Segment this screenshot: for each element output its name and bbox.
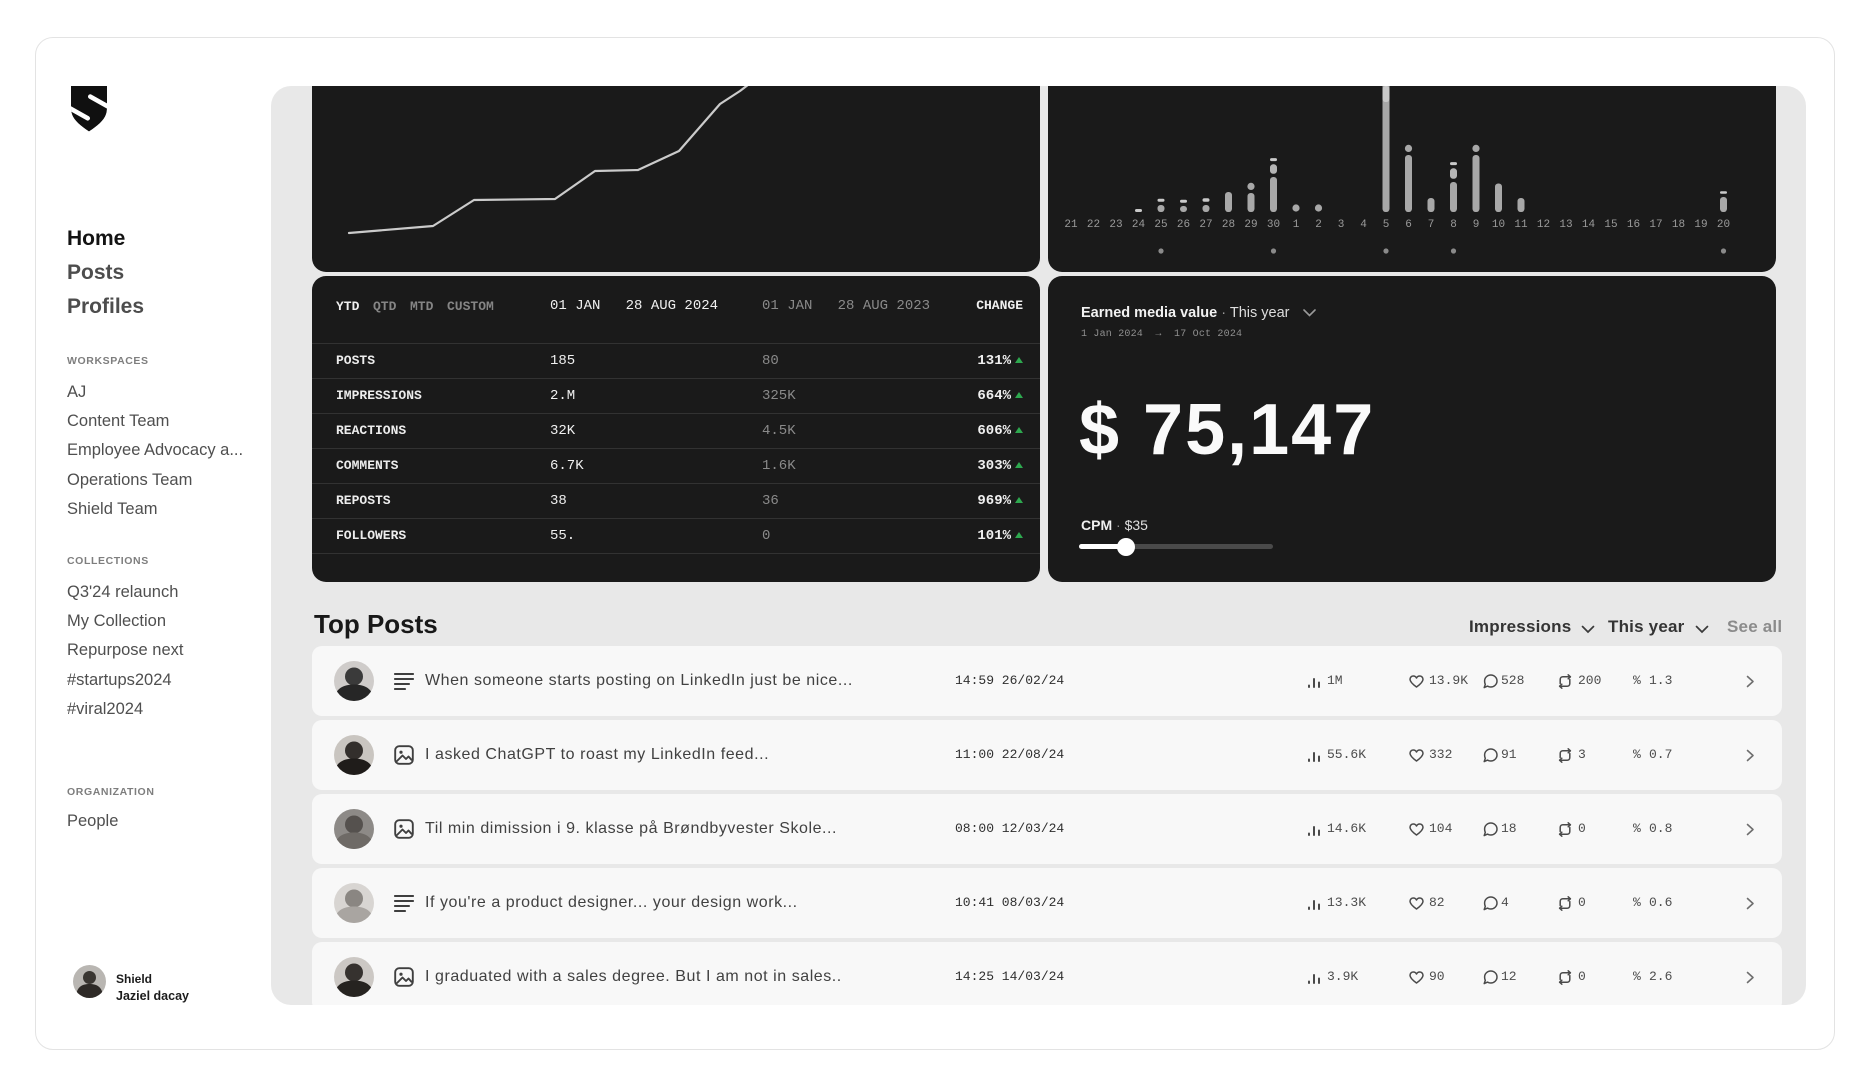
- svg-text:25: 25: [1154, 219, 1167, 231]
- svg-text:18: 18: [1672, 219, 1685, 231]
- svg-text:12: 12: [1537, 219, 1550, 231]
- svg-text:7: 7: [1428, 219, 1435, 231]
- svg-text:30: 30: [1267, 219, 1280, 231]
- svg-text:27: 27: [1199, 219, 1212, 231]
- svg-text:13: 13: [1559, 219, 1572, 231]
- svg-text:24: 24: [1132, 219, 1146, 231]
- svg-text:4: 4: [1360, 219, 1367, 231]
- svg-text:10: 10: [1492, 219, 1505, 231]
- svg-text:11: 11: [1514, 219, 1528, 231]
- svg-text:28: 28: [1222, 219, 1235, 231]
- svg-text:22: 22: [1087, 219, 1100, 231]
- svg-text:15: 15: [1604, 219, 1617, 231]
- svg-text:29: 29: [1244, 219, 1257, 231]
- svg-text:17: 17: [1649, 219, 1662, 231]
- svg-text:21: 21: [1064, 219, 1078, 231]
- svg-text:6: 6: [1405, 219, 1412, 231]
- svg-text:19: 19: [1694, 219, 1707, 231]
- svg-text:16: 16: [1627, 219, 1640, 231]
- svg-text:9: 9: [1473, 219, 1480, 231]
- svg-text:3: 3: [1338, 219, 1345, 231]
- svg-text:26: 26: [1177, 219, 1190, 231]
- svg-text:2: 2: [1315, 219, 1322, 231]
- svg-text:8: 8: [1450, 219, 1457, 231]
- svg-text:23: 23: [1109, 219, 1122, 231]
- svg-text:1: 1: [1293, 219, 1300, 231]
- svg-text:14: 14: [1582, 219, 1596, 231]
- svg-text:5: 5: [1383, 219, 1390, 231]
- svg-text:20: 20: [1717, 219, 1730, 231]
